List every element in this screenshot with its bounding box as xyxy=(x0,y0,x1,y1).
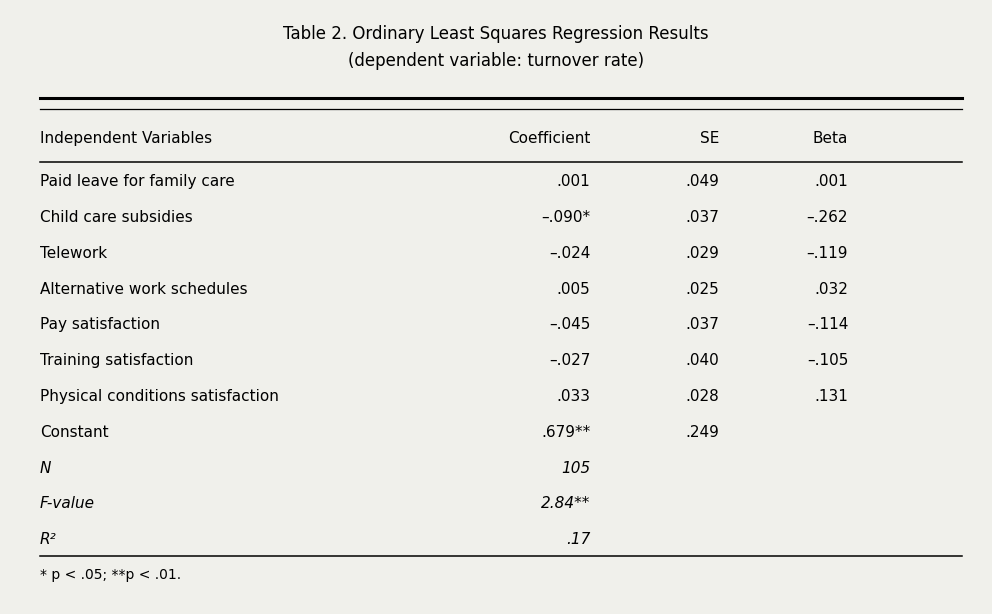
Text: .005: .005 xyxy=(557,282,590,297)
Text: R²: R² xyxy=(40,532,57,547)
Text: .001: .001 xyxy=(814,174,848,189)
Text: .033: .033 xyxy=(557,389,590,404)
Text: –.045: –.045 xyxy=(549,317,590,332)
Text: Child care subsidies: Child care subsidies xyxy=(40,210,192,225)
Text: 2.84**: 2.84** xyxy=(541,496,590,511)
Text: .001: .001 xyxy=(557,174,590,189)
Text: .679**: .679** xyxy=(541,425,590,440)
Text: –.090*: –.090* xyxy=(541,210,590,225)
Text: .249: .249 xyxy=(685,425,719,440)
Text: Alternative work schedules: Alternative work schedules xyxy=(40,282,247,297)
Text: .025: .025 xyxy=(685,282,719,297)
Text: .040: .040 xyxy=(685,353,719,368)
Text: F-value: F-value xyxy=(40,496,94,511)
Text: –.114: –.114 xyxy=(806,317,848,332)
Text: Pay satisfaction: Pay satisfaction xyxy=(40,317,160,332)
Text: Independent Variables: Independent Variables xyxy=(40,131,212,146)
Text: –.262: –.262 xyxy=(806,210,848,225)
Text: –.027: –.027 xyxy=(549,353,590,368)
Text: .028: .028 xyxy=(685,389,719,404)
Text: Table 2. Ordinary Least Squares Regression Results: Table 2. Ordinary Least Squares Regressi… xyxy=(283,25,709,43)
Text: .029: .029 xyxy=(685,246,719,261)
Text: Constant: Constant xyxy=(40,425,108,440)
Text: Telework: Telework xyxy=(40,246,107,261)
Text: 105: 105 xyxy=(561,460,590,475)
Text: Paid leave for family care: Paid leave for family care xyxy=(40,174,234,189)
Text: SE: SE xyxy=(699,131,719,146)
Text: (dependent variable: turnover rate): (dependent variable: turnover rate) xyxy=(348,52,644,71)
Text: .032: .032 xyxy=(814,282,848,297)
Text: Physical conditions satisfaction: Physical conditions satisfaction xyxy=(40,389,279,404)
Text: –.105: –.105 xyxy=(806,353,848,368)
Text: Training satisfaction: Training satisfaction xyxy=(40,353,193,368)
Text: Beta: Beta xyxy=(812,131,848,146)
Text: .037: .037 xyxy=(685,317,719,332)
Text: .037: .037 xyxy=(685,210,719,225)
Text: N: N xyxy=(40,460,51,475)
Text: .131: .131 xyxy=(814,389,848,404)
Text: –.119: –.119 xyxy=(806,246,848,261)
Text: –.024: –.024 xyxy=(549,246,590,261)
Text: .17: .17 xyxy=(565,532,590,547)
Text: .049: .049 xyxy=(685,174,719,189)
Text: Coefficient: Coefficient xyxy=(508,131,590,146)
Text: * p < .05; **p < .01.: * p < .05; **p < .01. xyxy=(40,569,181,582)
